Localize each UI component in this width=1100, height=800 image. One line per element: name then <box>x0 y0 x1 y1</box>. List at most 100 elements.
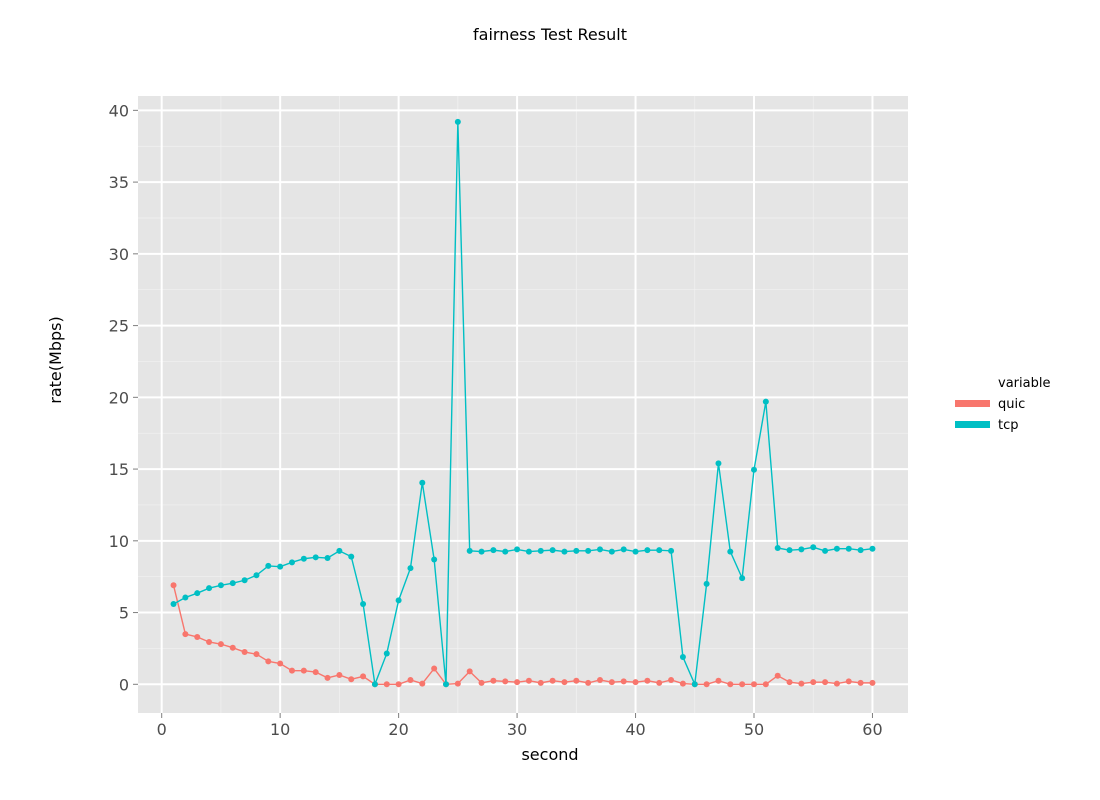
y-tick-label: 40 <box>109 101 129 120</box>
data-point-quic <box>869 679 876 686</box>
data-point-quic <box>206 638 213 645</box>
data-point-tcp <box>360 600 367 607</box>
data-point-tcp <box>419 479 426 486</box>
data-point-quic <box>668 676 675 683</box>
y-tick-label: 0 <box>119 675 129 694</box>
data-point-quic <box>632 679 639 686</box>
data-point-quic <box>170 582 177 589</box>
data-point-tcp <box>644 547 651 554</box>
data-point-quic <box>253 651 260 658</box>
x-tick-label: 10 <box>270 720 290 739</box>
data-point-tcp <box>300 555 307 562</box>
data-point-tcp <box>336 547 343 554</box>
data-point-quic <box>395 681 402 688</box>
data-point-quic <box>786 679 793 686</box>
data-point-quic <box>549 677 556 684</box>
x-tick-label: 50 <box>744 720 764 739</box>
data-point-tcp <box>668 547 675 554</box>
data-point-tcp <box>371 681 378 688</box>
data-point-tcp <box>312 554 319 561</box>
y-tick-label: 5 <box>119 604 129 623</box>
data-point-quic <box>857 679 864 686</box>
data-point-tcp <box>324 555 331 562</box>
data-point-quic <box>277 660 284 667</box>
data-point-tcp <box>739 575 746 582</box>
x-tick-label: 20 <box>388 720 408 739</box>
data-point-tcp <box>798 546 805 553</box>
data-point-tcp <box>229 580 236 587</box>
data-point-tcp <box>632 548 639 555</box>
data-point-tcp <box>786 547 793 554</box>
data-point-quic <box>822 679 829 686</box>
legend-key-quic <box>955 400 990 407</box>
data-point-tcp <box>454 118 461 125</box>
data-point-quic <box>727 681 734 688</box>
data-point-quic <box>502 678 509 685</box>
data-point-tcp <box>585 547 592 554</box>
data-point-quic <box>289 667 295 674</box>
data-point-tcp <box>549 547 556 554</box>
data-point-quic <box>751 681 757 688</box>
y-tick-label: 30 <box>109 245 129 264</box>
data-point-tcp <box>597 546 603 553</box>
x-tick-label: 30 <box>507 720 527 739</box>
data-point-tcp <box>431 556 438 563</box>
data-point-quic <box>312 669 319 676</box>
data-point-tcp <box>691 681 698 688</box>
data-point-quic <box>644 677 651 684</box>
data-point-tcp <box>751 466 757 473</box>
data-point-tcp <box>217 582 224 589</box>
data-point-tcp <box>514 546 521 553</box>
data-point-tcp <box>443 681 449 688</box>
legend-label-tcp: tcp <box>998 418 1019 433</box>
data-point-quic <box>265 658 272 665</box>
data-point-quic <box>525 677 532 684</box>
x-axis-title: second <box>521 745 578 764</box>
x-tick-label: 60 <box>862 720 882 739</box>
y-tick-label: 35 <box>109 173 129 192</box>
data-point-tcp <box>348 553 355 560</box>
legend-key-tcp <box>955 421 990 428</box>
data-point-tcp <box>478 548 485 555</box>
data-point-quic <box>431 665 438 672</box>
data-point-quic <box>514 679 521 686</box>
data-point-quic <box>762 681 769 688</box>
data-point-tcp <box>845 545 852 552</box>
legend-label-quic: quic <box>998 397 1025 412</box>
y-tick-label: 20 <box>109 388 129 407</box>
legend-title: variable <box>998 376 1050 391</box>
data-point-quic <box>360 673 367 680</box>
data-point-tcp <box>656 547 663 554</box>
data-point-quic <box>383 681 390 688</box>
data-point-tcp <box>822 547 829 554</box>
data-point-tcp <box>703 580 710 587</box>
data-point-quic <box>715 677 722 684</box>
y-tick-label: 15 <box>109 460 129 479</box>
data-point-tcp <box>525 548 532 555</box>
data-point-tcp <box>490 547 497 554</box>
x-tick-label: 40 <box>625 720 645 739</box>
data-point-quic <box>620 678 627 685</box>
data-point-quic <box>407 676 414 683</box>
data-point-tcp <box>466 547 473 554</box>
data-point-quic <box>229 644 236 651</box>
data-point-tcp <box>715 460 722 467</box>
data-point-quic <box>561 679 568 686</box>
chart-title: fairness Test Result <box>473 25 627 44</box>
data-point-tcp <box>537 547 544 554</box>
data-point-quic <box>585 679 592 686</box>
series-layer <box>170 118 876 688</box>
data-point-quic <box>324 674 331 681</box>
data-point-tcp <box>206 585 213 592</box>
data-point-quic <box>679 680 686 687</box>
major-grid <box>138 96 908 713</box>
data-point-tcp <box>265 562 272 569</box>
data-point-quic <box>241 649 248 656</box>
data-point-quic <box>478 679 485 686</box>
data-point-quic <box>798 680 805 687</box>
data-point-tcp <box>573 547 580 554</box>
y-axis-title: rate(Mbps) <box>46 316 65 403</box>
data-point-quic <box>703 681 710 688</box>
data-point-quic <box>300 667 307 674</box>
